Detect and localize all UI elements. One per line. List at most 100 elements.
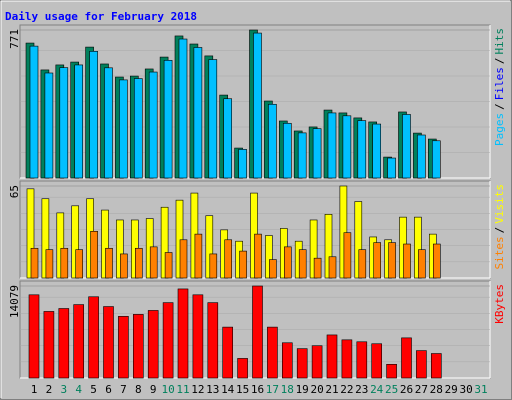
bar: [239, 250, 247, 279]
bar: [116, 219, 124, 279]
legend: Sites / Visits: [493, 184, 506, 270]
bar: [26, 188, 35, 279]
legend-entry: Sites: [493, 236, 506, 269]
bar: [372, 123, 382, 179]
bar: [193, 47, 203, 179]
bar: [89, 51, 98, 179]
bar: [312, 128, 322, 179]
bar: [341, 339, 353, 379]
x-tick-label: 11: [176, 383, 189, 396]
x-tick-label: 5: [90, 383, 97, 396]
x-tick-label: 12: [191, 383, 204, 396]
x-tick-label: 4: [75, 383, 82, 396]
chart-title: Daily usage for February 2018: [5, 10, 197, 23]
bar: [104, 67, 113, 179]
bar: [192, 294, 204, 379]
bar: [134, 78, 143, 179]
x-tick-label: 13: [206, 383, 219, 396]
bar: [357, 120, 367, 179]
bar: [403, 243, 411, 279]
bar: [343, 232, 352, 279]
bar: [432, 243, 441, 279]
bar: [179, 239, 188, 279]
bar: [164, 252, 173, 279]
bar: [313, 257, 322, 279]
bar: [268, 103, 277, 179]
x-tick-label: 19: [296, 383, 309, 396]
bar: [418, 249, 426, 279]
legend: KBytes: [493, 284, 506, 324]
x-tick-label: 29: [445, 383, 458, 396]
y-max-label: 771: [8, 29, 21, 49]
bar: [118, 316, 129, 379]
bar: [178, 38, 188, 179]
x-tick-label: 22: [340, 383, 353, 396]
bar: [119, 79, 128, 179]
bar: [267, 326, 278, 379]
bar: [90, 230, 98, 279]
bar: [254, 233, 262, 279]
bar: [387, 157, 396, 179]
bar: [238, 149, 247, 179]
bar: [30, 247, 39, 279]
bar: [41, 198, 50, 279]
legend-separator: /: [493, 103, 506, 110]
bar: [252, 285, 263, 379]
x-tick-label: 3: [60, 383, 67, 396]
bar: [402, 114, 411, 179]
x-tick-label: 7: [120, 383, 127, 396]
bar: [416, 350, 427, 379]
legend: Pages / Files / Hits: [493, 28, 506, 146]
bar: [327, 112, 337, 179]
x-tick-label: 15: [236, 383, 249, 396]
bar: [56, 212, 65, 279]
bar: [297, 132, 307, 179]
bar: [29, 45, 39, 179]
bar: [342, 115, 352, 179]
bar: [354, 201, 363, 279]
x-tick-label: 31: [474, 383, 487, 396]
bar: [28, 294, 40, 379]
bar: [103, 306, 114, 379]
bar: [60, 247, 69, 279]
bar: [135, 247, 143, 279]
bar: [177, 288, 189, 379]
bar: [74, 64, 83, 179]
bar: [328, 256, 337, 279]
bar: [101, 209, 109, 279]
legend-separator: /: [493, 58, 506, 65]
bar: [59, 67, 69, 179]
bar: [222, 326, 233, 379]
bar: [253, 32, 262, 179]
bar: [194, 233, 203, 279]
bar: [147, 310, 159, 379]
bar: [75, 249, 83, 279]
bar: [88, 296, 99, 379]
x-tick-label: 2: [46, 383, 53, 396]
x-tick-label: 6: [105, 383, 112, 396]
bar: [209, 253, 218, 279]
bar: [401, 337, 412, 379]
bar: [417, 134, 426, 179]
x-tick-label: 10: [161, 383, 174, 396]
bar: [358, 249, 367, 279]
bar: [120, 253, 128, 279]
bar: [431, 140, 441, 179]
bar: [105, 247, 113, 279]
bar: [148, 71, 158, 179]
legend-entry: Visits: [493, 184, 506, 224]
bar: [339, 185, 348, 279]
bar: [388, 242, 396, 279]
legend-separator: /: [493, 227, 506, 234]
bar: [371, 343, 383, 379]
bar: [73, 304, 84, 379]
legend-entry: KBytes: [493, 284, 506, 324]
bar: [208, 59, 218, 179]
bar: [207, 302, 219, 379]
bar: [298, 249, 307, 279]
x-tick-label: 27: [415, 383, 428, 396]
x-tick-label: 18: [281, 383, 294, 396]
x-tick-label: 25: [385, 383, 398, 396]
x-tick-label: 30: [459, 383, 472, 396]
